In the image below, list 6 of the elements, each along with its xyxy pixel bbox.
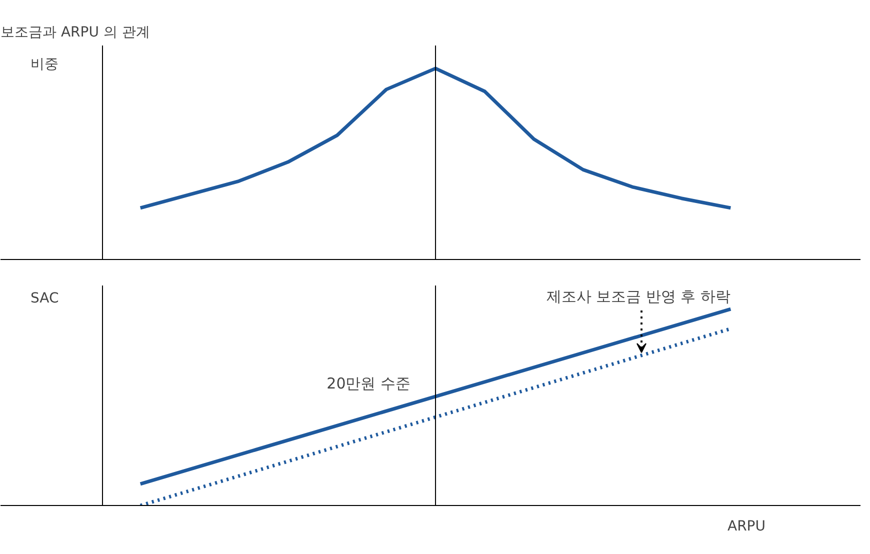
- y-axis-title: 비중: [30, 56, 58, 72]
- x-axis-title: ARPU: [728, 518, 766, 534]
- annotation: 20만원 수준: [326, 374, 411, 392]
- chart-title: 보조금과 ARPU 의 관계: [0, 24, 150, 40]
- y-axis-title: SAC: [30, 290, 59, 306]
- text: 제조사 보조금 반영 후 하락: [546, 288, 731, 306]
